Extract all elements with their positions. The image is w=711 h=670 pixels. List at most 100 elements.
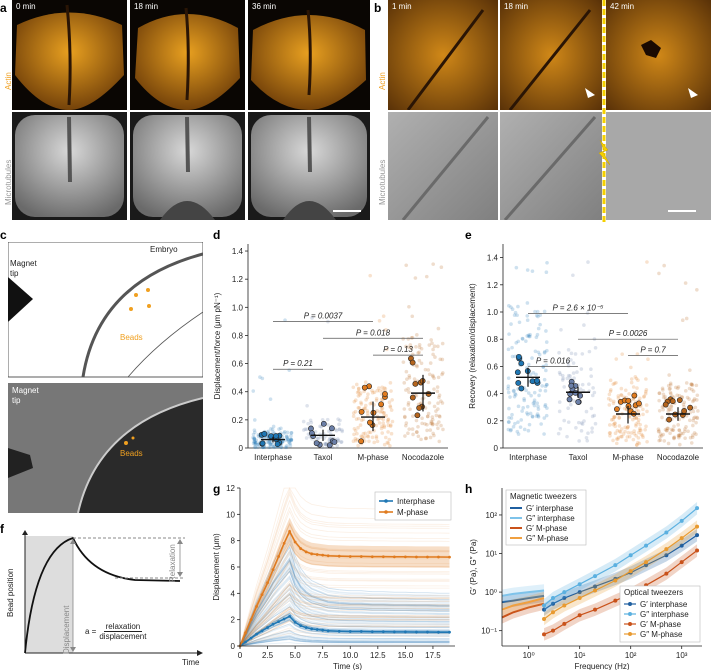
trace-line [239,597,450,647]
data-point [579,421,584,425]
series-point [664,571,669,576]
data-point [566,406,570,410]
data-point [414,363,419,368]
data-point [666,409,671,413]
microtubule-image-18min-b [500,112,602,220]
embryo-outline [81,252,203,378]
embryo-mean-point [514,369,521,376]
data-point [431,262,435,266]
data-point [316,436,321,441]
data-point [557,409,562,414]
data-point [359,402,364,406]
data-point [557,400,562,404]
data-point [544,329,548,333]
data-point [318,424,322,429]
trace-line [239,637,450,647]
y-tick-label: 12 [226,484,235,493]
trace-line [239,631,450,647]
panel-c-letter: c [0,228,7,242]
data-point [617,424,622,428]
data-point [357,406,362,410]
data-point [525,268,530,272]
x-tick-label: 7.5 [317,651,329,660]
data-point [686,429,690,434]
data-point [432,404,437,409]
data-point [671,436,676,440]
data-point [677,428,682,433]
data-point [251,441,256,446]
data-point [430,341,434,346]
trace-line [239,623,450,647]
data-point [611,417,615,422]
data-point [612,414,617,419]
beads-label: Beads [120,333,143,342]
data-point [368,401,373,406]
data-point [425,414,430,419]
series-point [577,582,582,587]
data-point [374,398,379,403]
data-point [355,437,360,442]
trace-line [239,636,450,647]
data-point [363,431,368,436]
panel-f-letter: f [0,522,4,536]
data-point [623,429,627,434]
data-point [684,414,689,418]
data-point [535,309,540,314]
data-point [530,414,535,419]
data-point [283,445,288,450]
data-point [376,417,380,422]
data-point [577,439,581,443]
trace-line [239,638,450,647]
data-point [404,344,408,349]
trace-line [239,619,450,647]
data-point [619,434,623,439]
data-point [662,439,667,443]
data-point [436,401,440,406]
confidence-band [240,517,450,646]
data-point [632,429,636,433]
scale-bar [333,210,361,212]
trace-line [239,588,450,647]
data-point [380,431,385,435]
data-point [579,429,584,433]
y-tick-label: 0.6 [487,362,499,371]
data-point [542,350,547,354]
data-point [668,383,673,387]
trace-line [239,613,450,647]
data-point [436,375,441,380]
y-tick-label: 0 [239,444,244,453]
bead-position-axis-label: Bead position [6,568,15,617]
embryo-mean-point [412,380,419,387]
trace-line [239,531,450,647]
series-point [551,601,556,606]
microtubule-image-36min [248,112,370,220]
data-point [253,430,257,435]
data-point [506,427,511,432]
data-point [268,442,273,446]
data-point [525,314,530,318]
data-point [676,433,681,438]
series-line [239,529,450,647]
y-tick-label: 0.2 [232,416,244,425]
actin-image-18min: 18 min [130,0,245,110]
embryo-mean-point [687,404,694,411]
data-point [532,400,537,405]
data-point [677,435,681,440]
data-point [352,426,357,431]
data-point [691,409,696,414]
data-point [533,309,537,314]
data-point [506,347,511,352]
series-point [310,552,314,556]
data-point [667,387,672,391]
data-point [356,386,361,391]
series-point [695,524,700,529]
data-point [315,436,319,440]
data-point [634,433,638,438]
data-point [667,407,672,412]
data-point [519,418,524,422]
data-point [338,418,342,423]
data-point [389,389,393,393]
data-point [517,320,522,325]
trace-line [239,539,450,647]
series-line [501,602,545,619]
